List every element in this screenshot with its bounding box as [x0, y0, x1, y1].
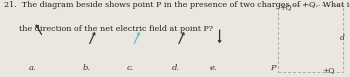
Text: +Q: +Q	[279, 3, 292, 11]
Text: the direction of the net electric field at point P?: the direction of the net electric field …	[4, 25, 212, 33]
Text: P: P	[270, 64, 275, 72]
Text: 21.  The diagram beside shows point P in the presence of two charges of +Q.  Wha: 21. The diagram beside shows point P in …	[4, 1, 350, 9]
Text: e.: e.	[210, 64, 217, 72]
Text: a.: a.	[29, 64, 36, 72]
Text: b.: b.	[82, 64, 90, 72]
Text: +Q: +Q	[322, 66, 335, 74]
Text: d.: d.	[172, 64, 179, 72]
Text: d: d	[340, 34, 345, 43]
Text: c.: c.	[127, 64, 134, 72]
